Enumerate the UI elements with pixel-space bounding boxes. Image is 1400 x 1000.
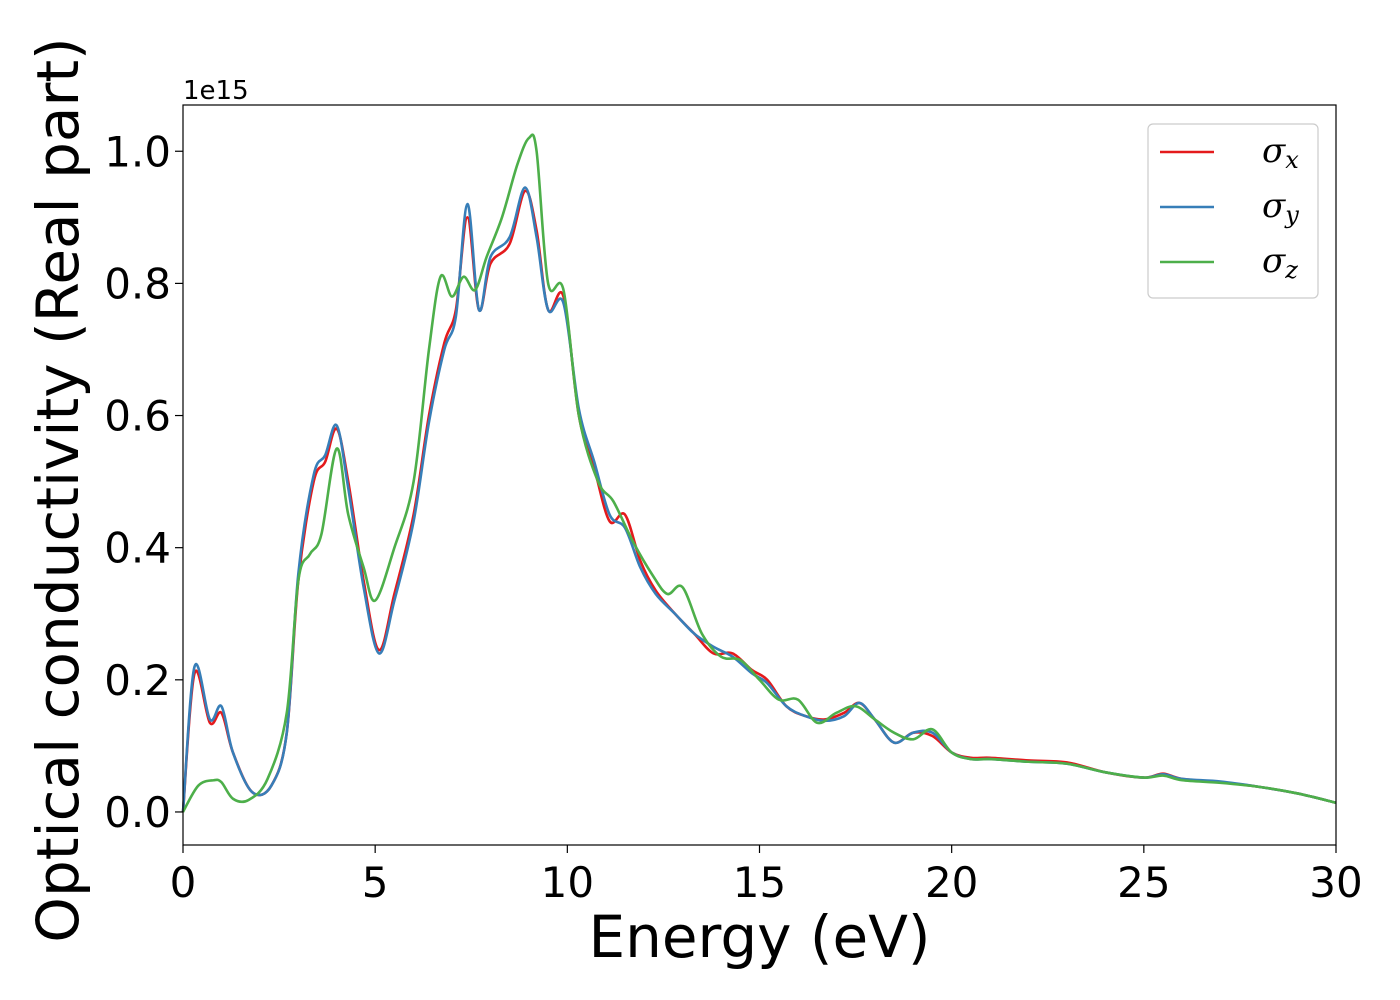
y-tick-label: 0.8 xyxy=(104,259,171,308)
x-axis-label: Energy (eV) xyxy=(588,903,930,971)
y-tick-label: 0.6 xyxy=(104,392,171,441)
legend-label-x: σx xyxy=(1262,131,1299,174)
series-line-z xyxy=(181,133,1337,813)
x-axis-ticks: 0 5 10 15 20 25 30 xyxy=(170,845,1363,907)
legend-label-y: σy xyxy=(1262,186,1299,229)
y-axis-label: Optical conductivity (Real part) xyxy=(24,37,92,942)
y-tick-label: 0.4 xyxy=(104,524,171,573)
x-tick-label: 10 xyxy=(541,858,594,907)
y-axis-ticks: 0.0 0.2 0.4 0.6 0.8 1.0 xyxy=(104,127,183,837)
legend-box xyxy=(1147,123,1319,299)
legend: σx σy σz xyxy=(1147,123,1319,299)
x-tick-label: 5 xyxy=(362,858,389,907)
y-tick-label: 1.0 xyxy=(104,127,171,176)
y-tick-label: 0.0 xyxy=(104,788,171,837)
legend-label-z: σz xyxy=(1262,241,1298,284)
y-tick-label: 0.2 xyxy=(104,656,171,705)
series-line-x xyxy=(181,189,1337,813)
x-tick-label: 25 xyxy=(1117,858,1170,907)
x-tick-label: 30 xyxy=(1309,858,1362,907)
x-tick-label: 15 xyxy=(733,858,786,907)
x-tick-label: 20 xyxy=(925,858,978,907)
plot-lines xyxy=(181,133,1337,813)
x-tick-label: 0 xyxy=(170,858,197,907)
y-axis-offset-label: 1e15 xyxy=(183,76,249,106)
